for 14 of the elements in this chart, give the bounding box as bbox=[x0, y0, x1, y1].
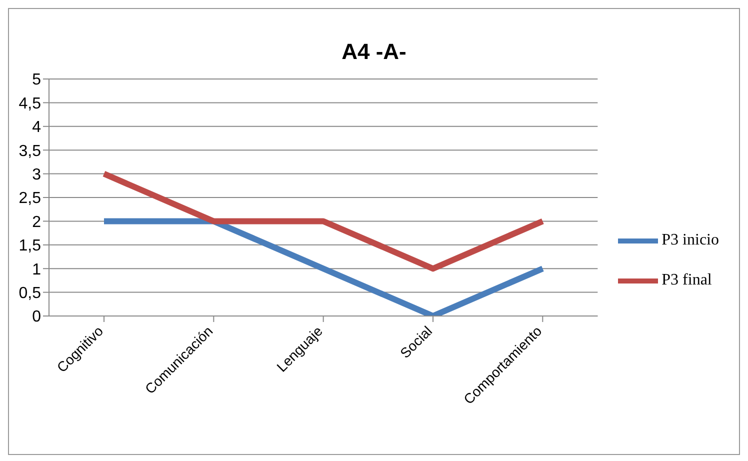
y-tick-label: 5 bbox=[32, 72, 42, 89]
y-tick-label: 1,5 bbox=[18, 238, 42, 255]
y-tick-label: 0 bbox=[32, 308, 42, 326]
y-tick-label: 1 bbox=[32, 261, 42, 278]
y-tick-label: 3,5 bbox=[18, 142, 42, 160]
y-tick-label: 4 bbox=[32, 119, 42, 136]
y-tick-label: 2,5 bbox=[18, 190, 42, 208]
legend-label: P3 final bbox=[662, 272, 712, 289]
y-tick-label: 3 bbox=[32, 166, 42, 184]
y-tick-label: 4,5 bbox=[18, 95, 42, 112]
y-tick-label: 2 bbox=[32, 214, 42, 231]
y-tick-label: 0,5 bbox=[18, 284, 42, 302]
chart-title: A4 -A- bbox=[340, 39, 408, 66]
legend-label: P3 inicio bbox=[662, 232, 719, 249]
